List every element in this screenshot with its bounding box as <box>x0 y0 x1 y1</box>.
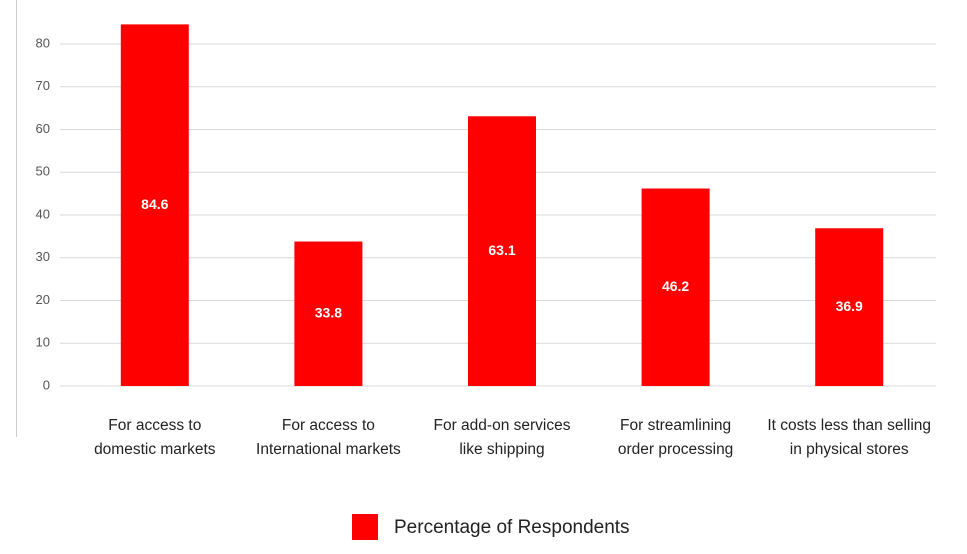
bar <box>815 228 884 386</box>
x-tick-label: For access to <box>108 417 201 434</box>
x-tick-label: For streamlining <box>620 417 731 434</box>
legend-label: Percentage of Respondents <box>394 517 630 538</box>
x-tick-label: domestic markets <box>94 441 216 458</box>
y-tick-label: 10 <box>36 335 50 350</box>
x-tick-label: It costs less than selling <box>767 417 931 434</box>
x-tick-label: in physical stores <box>790 441 909 458</box>
bar <box>641 188 710 386</box>
y-tick-label: 20 <box>36 292 50 307</box>
y-tick-label: 60 <box>36 121 50 136</box>
data-label: 46.2 <box>662 278 689 294</box>
x-tick-label: International markets <box>256 441 401 458</box>
y-tick-label: 40 <box>36 206 50 221</box>
x-tick-label: order processing <box>618 441 733 458</box>
x-tick-label: like shipping <box>459 441 544 458</box>
data-label: 33.8 <box>315 304 342 320</box>
bar <box>294 241 363 386</box>
data-label: 36.9 <box>836 298 863 314</box>
bar <box>468 116 536 386</box>
bar <box>120 24 189 387</box>
data-label: 84.6 <box>141 196 168 212</box>
y-tick-label: 70 <box>36 78 50 93</box>
legend-swatch <box>352 514 378 540</box>
y-tick-label: 80 <box>36 35 50 50</box>
x-tick-label: For add-on services <box>434 417 571 434</box>
y-tick-label: 0 <box>43 377 50 392</box>
data-label: 63.1 <box>488 242 515 258</box>
y-tick-label: 30 <box>36 249 50 264</box>
x-tick-label: For access to <box>282 417 375 434</box>
y-tick-label: 50 <box>36 164 50 179</box>
